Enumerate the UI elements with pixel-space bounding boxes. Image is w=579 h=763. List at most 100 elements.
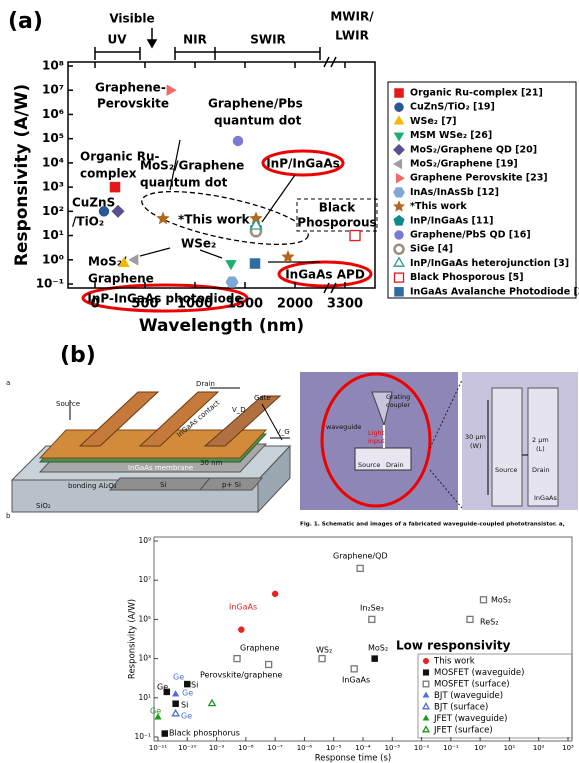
data-point [357,565,363,571]
micrograph-label: Light [368,429,385,437]
legend-marker [396,173,404,183]
data-point [251,220,262,229]
y-tick-label: 10⁻¹ [134,732,151,741]
annotation: InP-InGaAs photodiode [87,292,242,306]
legend-label: MoS₂/Graphene [19] [410,159,518,170]
y-axis-label: Responsivity (A/W) [12,84,32,266]
micrograph-label: 30 μm [465,433,486,441]
annotation: Graphene [88,272,154,286]
annotation: InGaAs [229,603,257,612]
schematic-label: Source [56,400,80,408]
data-point [226,277,239,288]
caption: Fig. 1. Schematic and images of a fabric… [300,522,565,528]
y-tick-label: 10⁷ [42,83,64,97]
data-point [266,662,272,668]
legend-label: MOSFET (surface) [434,680,510,690]
device-schematic: a b Source Drain Gate V_D V_G InGaAs con… [6,379,290,520]
data-point [480,597,486,603]
schematic-label: a [6,379,10,387]
x-tick-label: 1500 [227,297,263,312]
micrograph-label: Source [495,466,517,474]
data-point [369,616,375,622]
schematic-label: b [6,512,11,520]
y-tick-label: 10² [42,204,64,218]
x-tick-label: 10⁻² [414,744,430,752]
data-point [209,700,216,706]
y-tick-label: 10³ [42,180,64,194]
data-point [272,591,278,597]
x-axis-label: Wavelength (nm) [139,316,304,336]
y-tick-label: 10⁻¹ [36,277,64,291]
annotation: MoS₂ [491,596,511,605]
legend-marker [395,245,404,254]
annotation: Low responsivity [396,639,511,653]
data-point [172,710,179,716]
x-tick-label: 10⁻⁷ [267,744,283,752]
x-tick-label: 10⁻¹ [443,744,459,752]
x-tick-label: 10⁻⁹ [209,744,225,752]
legend-label: InP/InGaAs heterojunction [3] [410,258,569,269]
legend-label: InAs/InAsSb [12] [410,187,499,198]
data-point [172,691,179,697]
annotation: MoS₂/Graphene [140,159,244,173]
data-point [319,656,325,662]
band-label: UV [107,33,127,47]
data-point [238,627,244,633]
x-axis-label: Response time (s) [315,754,392,763]
annotation: MoS₂ [368,644,388,653]
data-point [350,231,360,241]
x-tick-label: 3300 [327,297,363,312]
x-tick-label: 500 [131,297,158,312]
x-tick-label: 10⁻⁵ [326,744,342,752]
x-tick-label: 10³ [562,744,574,752]
band-label: MWIR/ [330,10,374,24]
y-tick-label: 10⁷ [138,575,151,584]
panel-b-annotations: Graphene/QD MoS₂ In₂Se₃ ReS₂ InGaAs Grap… [150,552,572,739]
annotation: Ge [182,689,193,698]
data-point [129,254,138,265]
band-label: NIR [183,33,207,47]
annotation: Graphene/QD [333,552,388,561]
data-point [282,251,294,263]
y-tick-label: 10⁹ [138,536,151,545]
panel-label: (b) [60,343,96,368]
data-point [110,182,120,192]
annotation: InGaAs APD [285,268,365,282]
y-tick-label: 10⁵ [138,614,151,623]
legend-marker [395,89,404,98]
data-point [372,656,378,662]
x-tick-label: 10² [533,744,545,752]
legend-label: InP/InGaAs [11] [410,215,493,226]
annotation: quantum dot [140,176,228,190]
legend-label: JFET (waveguide) [433,714,507,724]
data-point [351,666,357,672]
micrograph-label: 2 μm [532,436,549,444]
annotation: InGaAs [342,676,370,685]
legend-label: Graphene/PbS QD [16] [410,230,531,241]
x-tick-label: 10⁻⁸ [238,744,254,752]
x-tick-label: 10⁻¹¹ [149,744,167,752]
annotation: InP/InGaAs [266,157,340,171]
data-point [184,681,190,687]
y-tick-label: 10⁴ [42,155,64,169]
schematic-label: Drain [196,380,215,388]
annotation: WS₂ [316,646,332,655]
micrograph-label: (W) [470,442,482,450]
annotation: ReS₂ [480,618,498,627]
annotation: Ge [150,707,161,716]
data-point [250,259,260,269]
annotation: complex [80,167,137,181]
micrograph-label: Grating [386,393,410,401]
schematic-label: 30 nm [200,459,223,467]
data-point [234,656,240,662]
data-point [233,136,243,146]
legend-marker [393,201,404,212]
x-tick-label: 10⁻⁴ [355,744,371,752]
data-point [173,701,179,707]
legend-label: InGaAs Avalanche Photodiode [34] [410,286,579,297]
legend-label: JFET (surface) [433,726,493,736]
band-brackets [95,28,320,60]
micrograph-label: Source [358,461,380,469]
annotation: Graphene [240,644,280,653]
panel-label: (a) [8,9,43,34]
